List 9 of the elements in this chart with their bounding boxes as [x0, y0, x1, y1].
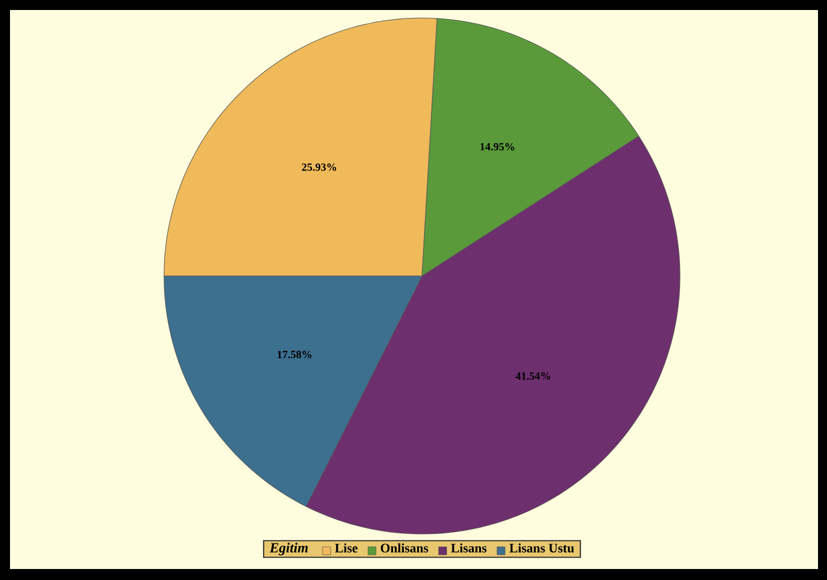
data-label: 41.54% [516, 372, 550, 380]
data-label: 14.95% [480, 143, 514, 150]
legend-label: Lisans Ustu [509, 543, 574, 553]
legend-title: Egitim [270, 542, 308, 556]
data-label: 25.93% [302, 163, 336, 171]
legend-label: Lise [335, 543, 358, 552]
legend-label: Onlisans [380, 543, 428, 552]
data-label: 17.58% [278, 350, 312, 358]
legend-label: Lisans [451, 543, 487, 552]
